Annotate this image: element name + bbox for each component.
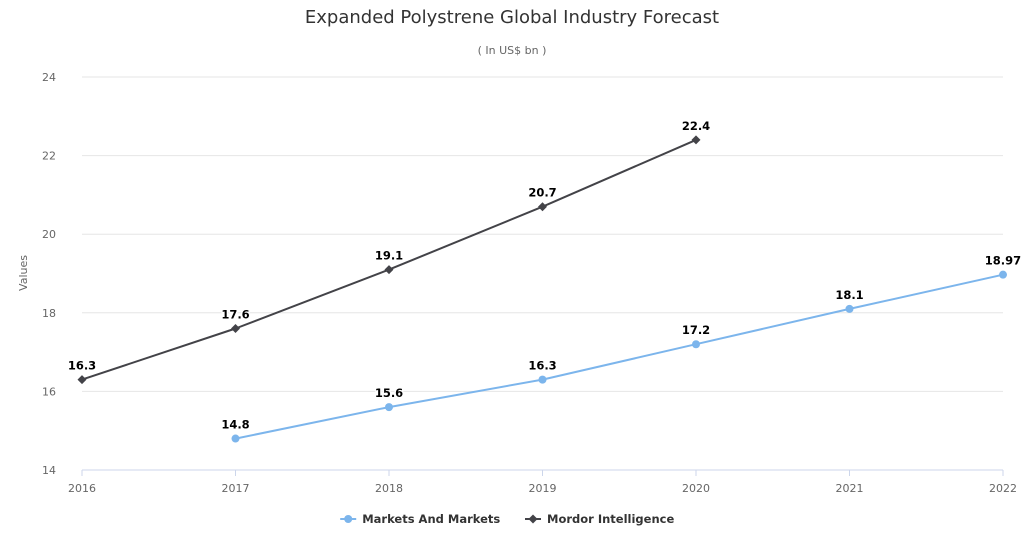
chart-subtitle: ( In US$ bn ) [478, 44, 547, 57]
legend-marker [344, 515, 353, 523]
data-label: 17.2 [682, 323, 710, 337]
legend-label: Mordor Intelligence [547, 512, 674, 526]
data-labels: 14.8 15.6 16.3 17.2 18.1 18.97 16.3 17.6 19.1 20.… [66, 117, 1022, 433]
data-label: 18.97 [985, 254, 1021, 268]
data-point[interactable] [538, 202, 547, 212]
data-label: 19.1 [375, 249, 403, 263]
legend-label: Markets And Markets [362, 512, 500, 526]
legend[interactable]: Markets And Markets Mordor Intelligence [340, 512, 674, 526]
series-markets-and-markets [231, 270, 1007, 443]
series-mordor-intelligence [77, 135, 701, 385]
legend-item-mordor-intelligence[interactable]: Mordor Intelligence [525, 512, 674, 526]
data-label: 18.1 [835, 288, 863, 302]
grid-lines: 14 16 18 20 22 24 [42, 71, 1003, 477]
y-tick-label: 16 [42, 385, 56, 398]
y-tick-label: 22 [42, 150, 56, 163]
x-axis: 2016 2017 2018 2019 2020 2021 2022 [68, 469, 1017, 495]
data-point[interactable] [691, 135, 701, 145]
chart-title: Expanded Polystrene Global Industry Fore… [305, 7, 719, 28]
data-label: 16.3 [528, 359, 556, 373]
legend-marker [528, 514, 538, 524]
data-point[interactable] [385, 403, 393, 412]
x-tick-label: 2020 [682, 482, 710, 495]
data-point[interactable] [538, 375, 547, 384]
series-line [234, 273, 1004, 440]
x-tick-label: 2021 [836, 482, 864, 495]
y-axis-title: Values [17, 255, 30, 291]
data-point[interactable] [845, 304, 854, 313]
data-label: 22.4 [682, 119, 710, 133]
x-tick-label: 2016 [68, 482, 96, 495]
y-tick-label: 20 [42, 228, 56, 241]
x-tick-label: 2018 [375, 482, 403, 495]
data-point[interactable] [999, 270, 1007, 279]
x-tick-label: 2019 [529, 482, 557, 495]
x-tick-label: 2022 [989, 482, 1017, 495]
data-label: 16.3 [68, 359, 96, 373]
series-layer [77, 135, 1007, 443]
legend-item-markets-and-markets[interactable]: Markets And Markets [340, 512, 500, 526]
data-label: 20.7 [528, 186, 556, 200]
x-tick-label: 2017 [222, 482, 250, 495]
data-point[interactable] [384, 265, 394, 275]
data-label: 14.8 [221, 418, 249, 432]
data-label: 15.6 [375, 386, 403, 400]
data-point[interactable] [231, 434, 240, 443]
data-point[interactable] [77, 375, 87, 385]
y-tick-label: 24 [42, 71, 56, 84]
data-label: 17.6 [221, 308, 249, 322]
data-point[interactable] [231, 324, 240, 334]
data-point[interactable] [692, 340, 700, 349]
y-tick-label: 14 [42, 464, 56, 477]
y-tick-label: 18 [42, 307, 56, 320]
